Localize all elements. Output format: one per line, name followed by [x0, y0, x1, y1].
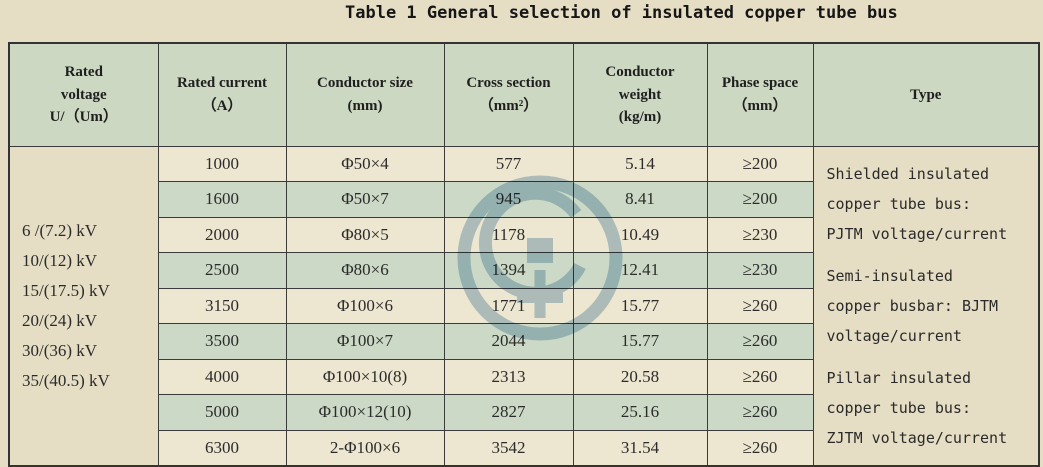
cell-size: Φ50×4	[285, 145, 445, 182]
cell-space: ≥260	[706, 358, 814, 395]
cell-weight: 8.41	[572, 181, 708, 218]
cell-size: Φ50×7	[285, 181, 445, 218]
col-header-rated-current: Rated current （A）	[157, 42, 287, 147]
cell-current: 1600	[157, 181, 287, 218]
type-paragraph: Semi-insulated copper busbar: BJTM volta…	[826, 266, 999, 345]
cell-section: 2044	[443, 323, 574, 360]
voltage-line: 20/(24) kV	[22, 310, 98, 330]
cell-size: Φ80×5	[285, 216, 445, 253]
cell-space: ≥260	[706, 429, 814, 466]
cell-space: ≥200	[706, 181, 814, 218]
table-row: 6 /(7.2) kV 10/(12) kV 15/(17.5) kV 20/(…	[8, 145, 1040, 466]
cell-section: 945	[443, 181, 574, 218]
cell-section: 1394	[443, 252, 574, 289]
header-row: Rated voltage U/（Um） Rated current （A） C…	[8, 42, 1040, 147]
cell-current: 3500	[157, 323, 287, 360]
cell-section: 577	[443, 145, 574, 182]
cell-space: ≥260	[706, 394, 814, 431]
cell-space: ≥230	[706, 252, 814, 289]
type-paragraph: Pillar insulated copper tube bus: ZJTM v…	[826, 368, 1008, 447]
cell-weight: 25.16	[572, 394, 708, 431]
cell-section: 1771	[443, 287, 574, 324]
cell-current: 1000	[157, 145, 287, 182]
cell-section: 1178	[443, 216, 574, 253]
selection-table: Rated voltage U/（Um） Rated current （A） C…	[8, 42, 1040, 467]
cell-weight: 12.41	[572, 252, 708, 289]
col-header-conductor-size: Conductor size (mm)	[285, 42, 445, 147]
table-row: 4000 Φ100×10(8) 2313 20.58 ≥260	[9, 358, 1039, 395]
cell-weight: 15.77	[572, 323, 708, 360]
voltage-line: 6 /(7.2) kV	[22, 220, 98, 240]
voltage-line: 15/(17.5) kV	[22, 280, 110, 300]
cell-current: 2500	[157, 252, 287, 289]
voltage-line: 35/(40.5) kV	[22, 370, 110, 390]
cell-weight: 5.14	[572, 145, 708, 182]
voltage-line: 30/(36) kV	[22, 340, 98, 360]
table-row: 6300 2-Φ100×6 3542 31.54 ≥260	[9, 429, 1039, 466]
cell-size: Φ80×6	[285, 252, 445, 289]
col-header-rated-voltage: Rated voltage U/（Um）	[8, 42, 159, 147]
cell-weight: 15.77	[572, 287, 708, 324]
col-header-conductor-weight: Conductor weight (kg/m)	[572, 42, 708, 147]
cell-section: 2313	[443, 358, 574, 395]
cell-size: Φ100×10(8)	[285, 358, 445, 395]
col-header-cross-section: Cross section （mm²）	[443, 42, 574, 147]
cell-size: Φ100×6	[285, 287, 445, 324]
cell-current: 5000	[157, 394, 287, 431]
col-header-type: Type	[812, 42, 1040, 147]
voltage-line: 10/(12) kV	[22, 250, 98, 270]
cell-section: 2827	[443, 394, 574, 431]
cell-weight: 10.49	[572, 216, 708, 253]
cell-space: ≥230	[706, 216, 814, 253]
cell-space: ≥200	[706, 145, 814, 182]
type-cell: Shielded insulated copper tube bus: PJTM…	[812, 145, 1040, 466]
cell-current: 6300	[157, 429, 287, 466]
cell-size: Φ100×12(10)	[285, 394, 445, 431]
type-paragraph: Shielded insulated copper tube bus: PJTM…	[826, 164, 1008, 243]
cell-current: 3150	[157, 287, 287, 324]
cell-weight: 31.54	[572, 429, 708, 466]
cell-space: ≥260	[706, 323, 814, 360]
cell-size: Φ100×7	[285, 323, 445, 360]
col-header-phase-space: Phase space （mm）	[706, 42, 814, 147]
cell-weight: 20.58	[572, 358, 708, 395]
rated-voltage-cell: 6 /(7.2) kV 10/(12) kV 15/(17.5) kV 20/(…	[8, 145, 159, 466]
cell-current: 2000	[157, 216, 287, 253]
table-row: 5000 Φ100×12(10) 2827 25.16 ≥260	[9, 394, 1039, 431]
cell-space: ≥260	[706, 287, 814, 324]
table-title: Table 1 General selection of insulated c…	[345, 3, 898, 23]
cell-current: 4000	[157, 358, 287, 395]
cell-section: 3542	[443, 429, 574, 466]
cell-size: 2-Φ100×6	[285, 429, 445, 466]
